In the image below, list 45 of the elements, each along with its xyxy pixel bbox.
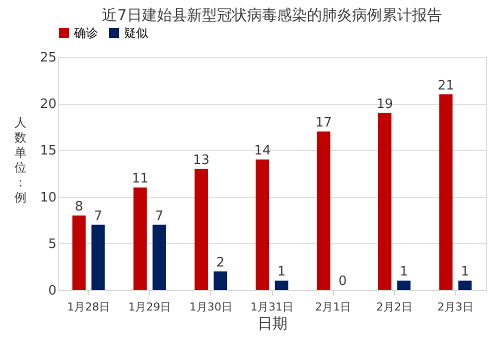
x-tick-label: 2月1日 (315, 300, 352, 314)
bar (256, 160, 270, 290)
data-label: 2 (216, 255, 225, 270)
bar (458, 280, 472, 290)
bar (152, 224, 166, 290)
data-label: 1 (400, 264, 408, 280)
x-tick-label: 2月3日 (437, 300, 474, 314)
data-label: 19 (376, 96, 394, 112)
bar (439, 94, 453, 290)
bar (214, 271, 228, 290)
bar (91, 224, 105, 290)
bar (72, 215, 86, 290)
bar (274, 280, 288, 290)
data-label: 21 (438, 78, 454, 94)
y-tick-label: 20 (40, 97, 56, 112)
y-tick-label: 25 (40, 50, 56, 66)
data-label: 7 (94, 208, 102, 224)
data-label: 1 (460, 264, 470, 280)
y-tick-label: 5 (48, 236, 56, 252)
data-label: 1 (277, 264, 286, 280)
x-tick-label: 1月29日 (128, 300, 172, 314)
bar (316, 132, 330, 290)
legend-label: 疑似 (124, 26, 148, 40)
bar (133, 187, 147, 290)
data-label: 13 (193, 152, 210, 168)
bar (194, 168, 208, 290)
x-tick-label: 1月28日 (67, 300, 110, 314)
data-label: 8 (74, 199, 84, 214)
data-label: 14 (254, 144, 271, 159)
data-label: 0 (338, 274, 347, 289)
bar (378, 112, 392, 290)
data-label: 11 (132, 171, 148, 186)
x-axis-title: 日期 (258, 314, 288, 332)
data-label: 7 (155, 208, 164, 224)
x-tick-label: 1月31日 (250, 300, 294, 314)
x-tick-label: 2月2日 (376, 300, 412, 314)
y-tick-label: 15 (40, 144, 56, 159)
legend-label: 确诊 (73, 26, 98, 40)
y-tick-label: 0 (48, 284, 56, 298)
y-axis-title: 人数单位：例 (14, 116, 26, 204)
chart-title: 近7日建始县新型冠状病毒感染的肺炎病例累计报告 (102, 6, 442, 24)
bar (397, 280, 411, 290)
y-tick-label: 10 (40, 190, 56, 206)
data-label: 17 (315, 116, 332, 131)
x-tick-label: 1月30日 (189, 300, 232, 314)
